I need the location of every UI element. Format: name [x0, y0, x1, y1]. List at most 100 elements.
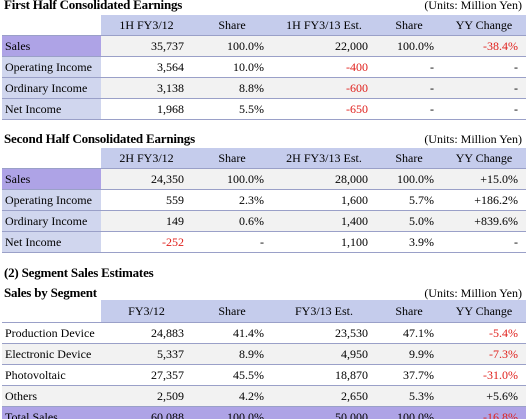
table-header-row: 2H FY3/12 Share 2H FY3/13 Est. Share YY …: [2, 148, 526, 169]
row-label: Operating Income: [2, 56, 101, 78]
cell: 10.0%: [192, 56, 272, 78]
header-cell: Share: [376, 300, 442, 323]
cell: 1,968: [101, 98, 192, 120]
cell: -38.4%: [442, 35, 526, 57]
cell: 37.7%: [376, 364, 442, 386]
cell: 9.9%: [376, 343, 442, 365]
cell: 3,564: [101, 56, 192, 78]
cell: -: [442, 98, 526, 120]
row-label: Operating Income: [2, 189, 101, 211]
cell: 100.0%: [192, 35, 272, 57]
cell: +839.6%: [442, 210, 526, 232]
table-row: Operating Income 3,564 10.0% -400 - -: [2, 56, 526, 78]
cell: 23,530: [272, 322, 376, 344]
table-row: Operating Income 559 2.3% 1,600 5.7% +18…: [2, 189, 526, 211]
cell: 3.9%: [376, 231, 442, 253]
cell: 100.0%: [376, 168, 442, 190]
cell: -600: [272, 77, 376, 99]
row-label: Others: [2, 385, 101, 407]
cell: 28,000: [272, 168, 376, 190]
header-cell: YY Change: [442, 300, 526, 323]
cell: 5.7%: [376, 189, 442, 211]
header-cell: Share: [192, 15, 272, 36]
row-label: Electronic Device: [2, 343, 101, 365]
cell: 5,337: [101, 343, 192, 365]
table-row: Sales 24,350 100.0% 28,000 100.0% +15.0%: [2, 168, 526, 190]
section3-heading: (2) Segment Sales Estimates: [4, 265, 154, 280]
cell: -31.0%: [442, 364, 526, 386]
table-row: Photovoltaic 27,357 45.5% 18,870 37.7% -…: [2, 364, 526, 386]
cell: 100.0%: [192, 168, 272, 190]
cell: 2.3%: [192, 189, 272, 211]
section1-title: First Half Consolidated Earnings: [4, 0, 183, 12]
table-header-row: 1H FY3/12 Share 1H FY3/13 Est. Share YY …: [2, 15, 526, 36]
cell: 5.3%: [376, 385, 442, 407]
header-cell: [2, 148, 101, 169]
row-label: Total Sales: [2, 406, 101, 419]
cell: 149: [101, 210, 192, 232]
cell: 5.5%: [192, 98, 272, 120]
row-label: Production Device: [2, 322, 101, 344]
row-label: Ordinary Income: [2, 77, 101, 99]
row-label: Net Income: [2, 98, 101, 120]
second-half-table: 2H FY3/12 Share 2H FY3/13 Est. Share YY …: [2, 148, 526, 253]
header-cell: [2, 300, 101, 323]
header-cell: FY3/13 Est.: [272, 300, 376, 323]
row-label: Ordinary Income: [2, 210, 101, 232]
cell: 3,138: [101, 77, 192, 99]
cell: 0.6%: [192, 210, 272, 232]
cell: 60,088: [101, 406, 192, 419]
cell: -: [442, 77, 526, 99]
first-half-table: 1H FY3/12 Share 1H FY3/13 Est. Share YY …: [2, 15, 526, 120]
cell: -400: [272, 56, 376, 78]
cell: +15.0%: [442, 168, 526, 190]
section3-title: Sales by Segment: [4, 285, 97, 300]
cell: 5.0%: [376, 210, 442, 232]
row-label: Sales: [2, 168, 101, 190]
cell: +5.6%: [442, 385, 526, 407]
row-label: Photovoltaic: [2, 364, 101, 386]
cell: -: [192, 231, 272, 253]
header-cell: 2H FY3/13 Est.: [272, 148, 376, 169]
cell: 24,883: [101, 322, 192, 344]
cell: 22,000: [272, 35, 376, 57]
cell: -: [376, 98, 442, 120]
table-row: Net Income -252 - 1,100 3.9% -: [2, 231, 526, 253]
table-row: Others 2,509 4.2% 2,650 5.3% +5.6%: [2, 385, 526, 407]
table-row: Net Income 1,968 5.5% -650 - -: [2, 98, 526, 120]
table-row: Ordinary Income 3,138 8.8% -600 - -: [2, 77, 526, 99]
cell: -: [442, 231, 526, 253]
cell: 24,350: [101, 168, 192, 190]
cell: 100.0%: [192, 406, 272, 419]
section1-units: (Units: Million Yen): [424, 0, 522, 12]
cell: 4,950: [272, 343, 376, 365]
cell: 100.0%: [376, 406, 442, 419]
cell: 4.2%: [192, 385, 272, 407]
cell: 41.4%: [192, 322, 272, 344]
cell: 8.9%: [192, 343, 272, 365]
header-cell: Share: [376, 15, 442, 36]
cell: -: [442, 56, 526, 78]
header-cell: YY Change: [442, 148, 526, 169]
cell: 45.5%: [192, 364, 272, 386]
cell: 1,600: [272, 189, 376, 211]
cell: 2,650: [272, 385, 376, 407]
cell: -252: [101, 231, 192, 253]
cell: 27,357: [101, 364, 192, 386]
section2-units: (Units: Million Yen): [424, 132, 522, 146]
total-row: Total Sales 60,088 100.0% 50,000 100.0% …: [2, 406, 526, 419]
cell: 1,100: [272, 231, 376, 253]
cell: 8.8%: [192, 77, 272, 99]
header-cell: 1H FY3/12: [101, 15, 192, 36]
header-cell: Share: [192, 300, 272, 323]
cell: 47.1%: [376, 322, 442, 344]
table-row: Ordinary Income 149 0.6% 1,400 5.0% +839…: [2, 210, 526, 232]
cell: 1,400: [272, 210, 376, 232]
table-header-row: FY3/12 Share FY3/13 Est. Share YY Change: [2, 300, 526, 323]
cell: 50,000: [272, 406, 376, 419]
cell: 559: [101, 189, 192, 211]
header-cell: YY Change: [442, 15, 526, 36]
cell: -: [376, 77, 442, 99]
cell: -5.4%: [442, 322, 526, 344]
cell: +186.2%: [442, 189, 526, 211]
